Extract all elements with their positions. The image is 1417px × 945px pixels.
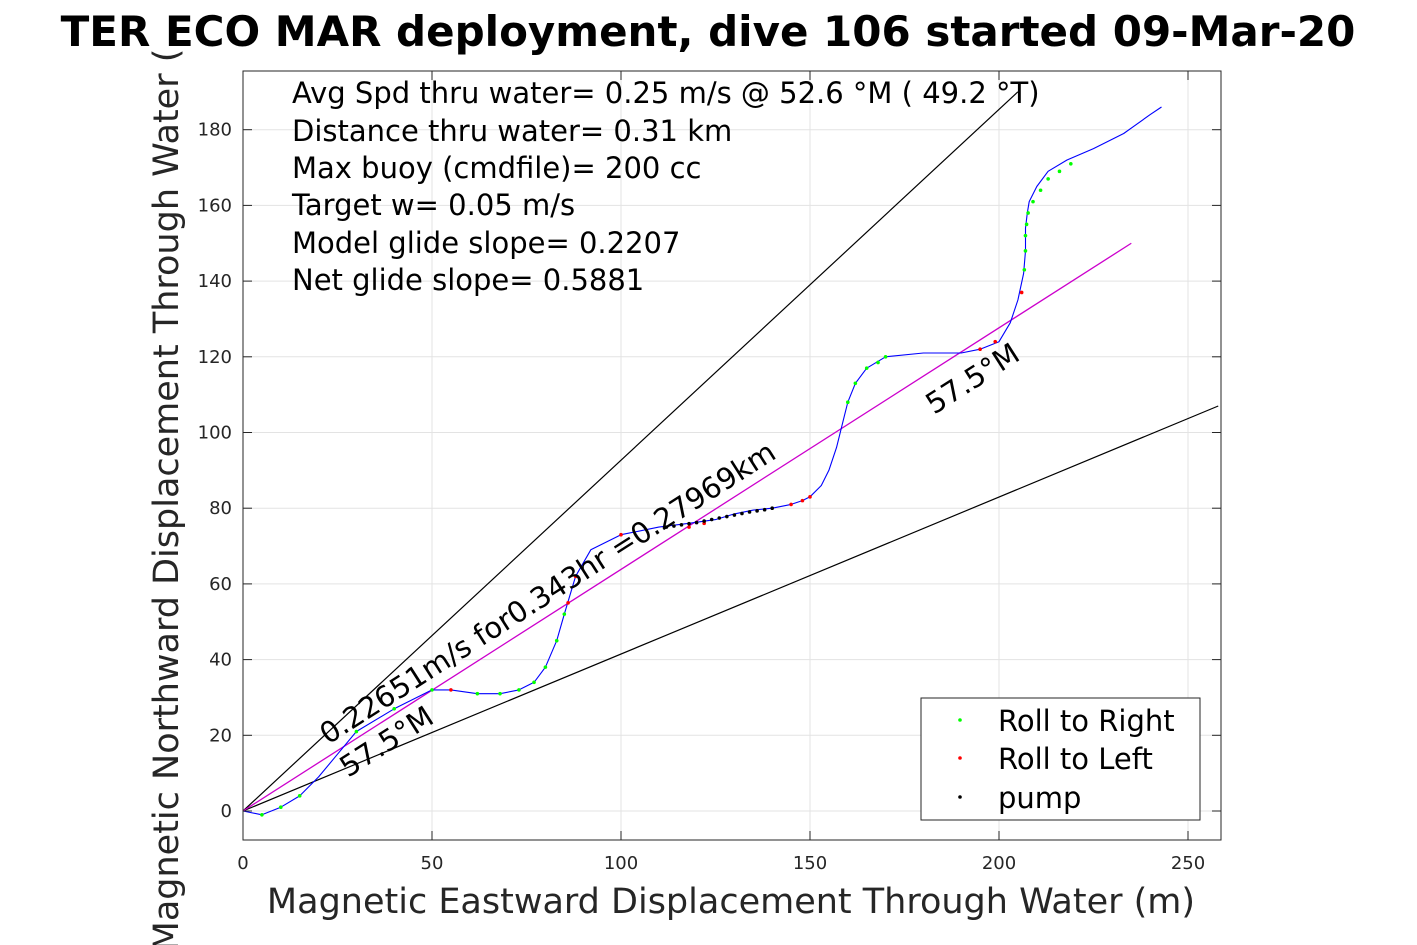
pump-point-10	[740, 511, 744, 516]
pump-point-3	[687, 521, 691, 526]
y-axis-label: Magnetic Northward Displacement Through …	[147, 49, 187, 945]
pump-point-14	[770, 506, 774, 511]
pump-point-12	[755, 509, 759, 513]
pump-point-6	[709, 517, 714, 522]
roll-right-point-9	[532, 680, 536, 685]
roll-left-point-6	[789, 502, 793, 507]
x-tick-label-3: 150	[793, 853, 827, 874]
roll-right-point-0	[260, 812, 264, 817]
roll-right-point-14	[853, 381, 858, 386]
legend-marker-roll-right	[958, 718, 962, 722]
roll-right-point-2	[297, 794, 302, 798]
y-tick-label-2: 40	[209, 650, 232, 671]
y-tick-label-1: 20	[209, 725, 232, 746]
roll-left-point-3	[619, 532, 623, 537]
y-tick-label-4: 80	[209, 498, 232, 519]
roll-left-point-2	[573, 574, 578, 579]
legend-marker-roll-left	[958, 756, 962, 760]
annotation-model-glide: Model glide slope= 0.2207	[292, 226, 680, 260]
roll-right-point-23	[1031, 199, 1035, 204]
roll-right-point-22	[1026, 211, 1030, 215]
stats-annotation: Avg Spd thru water= 0.25 m/s @ 52.6 °M (…	[291, 76, 1040, 297]
roll-left-point-8	[808, 495, 812, 499]
roll-right-point-26	[1057, 169, 1062, 174]
roll-right-point-3	[354, 729, 359, 734]
annotation-target-w: Target w= 0.05 m/s	[291, 188, 575, 222]
roll-right-point-11	[554, 638, 559, 643]
y-tick-label-8: 160	[198, 195, 232, 216]
roll-right-point-8	[517, 688, 521, 692]
roll-right-point-17	[883, 355, 888, 359]
roll-right-point-15	[864, 366, 869, 370]
pump-point-5	[702, 519, 706, 523]
marker-layer	[260, 161, 1073, 817]
reference-line-lower	[242, 405, 1219, 812]
roll-right-point-7	[498, 691, 502, 696]
roll-left-point-1	[566, 601, 570, 605]
roll-right-point-19	[1023, 249, 1028, 253]
roll-right-point-16	[876, 360, 880, 365]
roll-right-point-13	[846, 400, 850, 405]
y-tick-label-6: 120	[198, 347, 232, 368]
legend-marker-pump	[958, 795, 962, 799]
roll-right-point-25	[1046, 177, 1050, 181]
pump-point-8	[725, 514, 729, 519]
plot-frame	[242, 70, 1222, 841]
pump-point-2	[679, 523, 684, 527]
legend-box	[920, 697, 1201, 821]
pump-point-11	[747, 510, 752, 514]
pump-point-13	[762, 507, 767, 512]
x-tick-label-1: 50	[421, 853, 444, 874]
pump-point-4	[694, 520, 699, 525]
roll-right-point-4	[392, 707, 397, 711]
y-tick-label-0: 0	[221, 801, 232, 822]
legend-label-roll-left: Roll to Left	[998, 742, 1153, 776]
roll-left-point-4	[687, 525, 691, 529]
annotation-distance: Distance thru water= 0.31 km	[292, 114, 732, 148]
annotation-net-glide: Net glide slope= 0.5881	[292, 263, 644, 297]
roll-right-point-10	[543, 665, 548, 669]
pump-point-9	[732, 513, 737, 517]
roll-right-point-5	[430, 688, 434, 692]
roll-left-point-10	[993, 339, 998, 344]
chart-title: TER ECO MAR deployment, dive 106 started…	[61, 7, 1356, 56]
y-tick-label-5: 100	[198, 423, 232, 444]
pump-point-0	[664, 525, 669, 529]
roll-right-point-27	[1069, 161, 1073, 166]
roll-right-point-6	[475, 691, 480, 696]
roll-right-point-18	[1022, 267, 1027, 272]
reference-line-mean_heading	[242, 242, 1132, 812]
reference-line-upper	[242, 91, 1019, 812]
roll-left-point-7	[800, 498, 805, 503]
y-tick-label-7: 140	[198, 271, 232, 292]
roll-left-point-9	[978, 347, 982, 352]
pump-point-7	[717, 516, 722, 520]
annotation-max-buoy: Max buoy (cmdfile)= 200 cc	[292, 151, 701, 185]
roll-left-point-0	[449, 688, 453, 692]
y-tick-label-9: 180	[198, 120, 232, 141]
ticks: 0 50 100 150 200 250 0 20 40 60 80 100 120 140 160 180	[198, 71, 1221, 874]
roll-left-point-11	[1019, 290, 1024, 295]
y-tick-label-3: 60	[209, 574, 232, 595]
legend-label-roll-right: Roll to Right	[998, 704, 1175, 738]
x-tick-label-0: 0	[237, 853, 248, 874]
annotation-avg-speed: Avg Spd thru water= 0.25 m/s @ 52.6 °M (…	[292, 76, 1040, 110]
pump-point-1	[672, 524, 676, 528]
roll-right-point-21	[1024, 222, 1029, 227]
x-tick-label-4: 200	[982, 853, 1016, 874]
x-axis-label: Magnetic Eastward Displacement Through W…	[267, 882, 1195, 922]
roll-right-point-20	[1023, 233, 1028, 238]
roll-right-point-24	[1038, 188, 1043, 193]
roll-right-point-12	[562, 612, 567, 616]
x-tick-label-5: 250	[1171, 853, 1205, 874]
legend-label-pump: pump	[998, 781, 1081, 815]
roll-right-point-1	[279, 805, 283, 810]
x-tick-label-2: 100	[604, 853, 638, 874]
legend: Roll to Right Roll to Left pump	[920, 697, 1201, 821]
reference-lines	[242, 91, 1219, 812]
